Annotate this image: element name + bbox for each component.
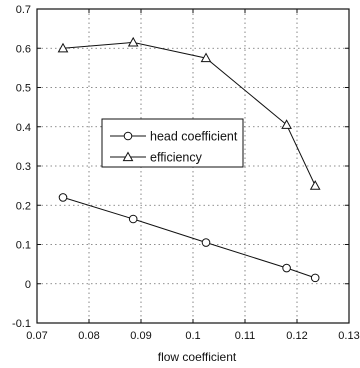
data-point-head-coefficient bbox=[201, 238, 211, 247]
x-axis-label: flow coefficient bbox=[158, 350, 237, 364]
legend-item-head-coefficient: head coefficient bbox=[110, 130, 238, 144]
y-tick-label: 0.6 bbox=[16, 43, 31, 55]
y-tick-label: 0.7 bbox=[16, 4, 31, 16]
data-point-head-coefficient bbox=[128, 214, 138, 224]
x-axis-tick-labels: 0.07 0.08 0.09 0.1 0.11 0.12 0.13 bbox=[26, 330, 359, 342]
x-tick-label: 0.09 bbox=[130, 330, 151, 342]
data-point-efficiency bbox=[309, 180, 321, 190]
y-axis-tick-labels: -0.1 0 0.1 0.2 0.3 0.4 0.5 0.6 0.7 bbox=[12, 4, 31, 330]
y-tick-label: 0.1 bbox=[16, 240, 31, 252]
legend-label: head coefficient bbox=[150, 130, 238, 144]
data-point-efficiency bbox=[281, 119, 292, 129]
legend-label: efficiency bbox=[150, 151, 203, 165]
series-group bbox=[57, 36, 321, 283]
x-tick-label: 0.08 bbox=[78, 330, 99, 342]
x-tick-label: 0.1 bbox=[185, 330, 200, 342]
legend-item-efficiency: efficiency bbox=[110, 151, 203, 165]
series-head-coefficient bbox=[58, 193, 320, 283]
x-tick-label: 0.13 bbox=[338, 330, 359, 342]
legend: head coefficient efficiency bbox=[101, 118, 244, 168]
data-point-efficiency bbox=[127, 36, 139, 47]
axis-ticks bbox=[36, 8, 350, 324]
data-point-head-coefficient bbox=[58, 193, 68, 202]
data-point-efficiency bbox=[200, 52, 212, 63]
y-tick-label: 0 bbox=[25, 279, 31, 291]
x-tick-label: 0.12 bbox=[286, 330, 307, 342]
y-tick-label: 0.5 bbox=[16, 83, 31, 95]
y-tick-label: 0.2 bbox=[16, 200, 31, 212]
y-tick-label: 0.4 bbox=[16, 122, 31, 134]
x-tick-label: 0.11 bbox=[235, 330, 256, 342]
grid-lines bbox=[37, 9, 349, 323]
y-tick-label: 0.3 bbox=[16, 161, 31, 173]
y-tick-label: -0.1 bbox=[12, 318, 31, 330]
x-tick-label: 0.07 bbox=[26, 330, 47, 342]
series-line-head-coefficient bbox=[62, 196, 316, 279]
data-point-head-coefficient bbox=[310, 273, 320, 283]
legend-marker bbox=[122, 151, 134, 162]
legend-marker bbox=[123, 131, 133, 141]
data-point-efficiency bbox=[57, 42, 69, 53]
series-efficiency bbox=[57, 36, 321, 190]
data-point-head-coefficient bbox=[282, 263, 291, 273]
